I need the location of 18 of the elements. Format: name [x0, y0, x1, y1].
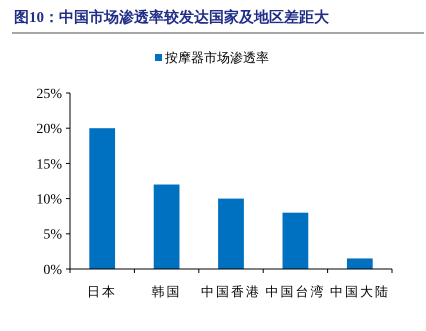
y-tick-label: 25%	[36, 86, 62, 102]
chart-title: 图10：中国市场渗透率较发达国家及地区差距大	[14, 8, 330, 26]
x-tick-label: 韩国	[152, 284, 182, 299]
legend-label: 按摩器市场渗透率	[165, 50, 269, 65]
x-tick-label: 日本	[87, 284, 118, 299]
bar	[282, 212, 308, 269]
bar	[154, 184, 180, 269]
y-tick-label: 5%	[43, 228, 62, 243]
x-tick-label: 中国香港	[201, 284, 261, 299]
x-tick-label: 中国大陆	[330, 284, 390, 299]
y-tick-label: 15%	[36, 157, 62, 172]
y-tick-label: 0%	[43, 262, 62, 278]
y-tick-label: 10%	[36, 192, 62, 208]
bar	[218, 198, 244, 269]
x-tick-label: 中国台湾	[265, 284, 326, 299]
bar	[89, 128, 116, 269]
bar	[346, 258, 373, 269]
y-tick-label: 20%	[36, 122, 62, 138]
